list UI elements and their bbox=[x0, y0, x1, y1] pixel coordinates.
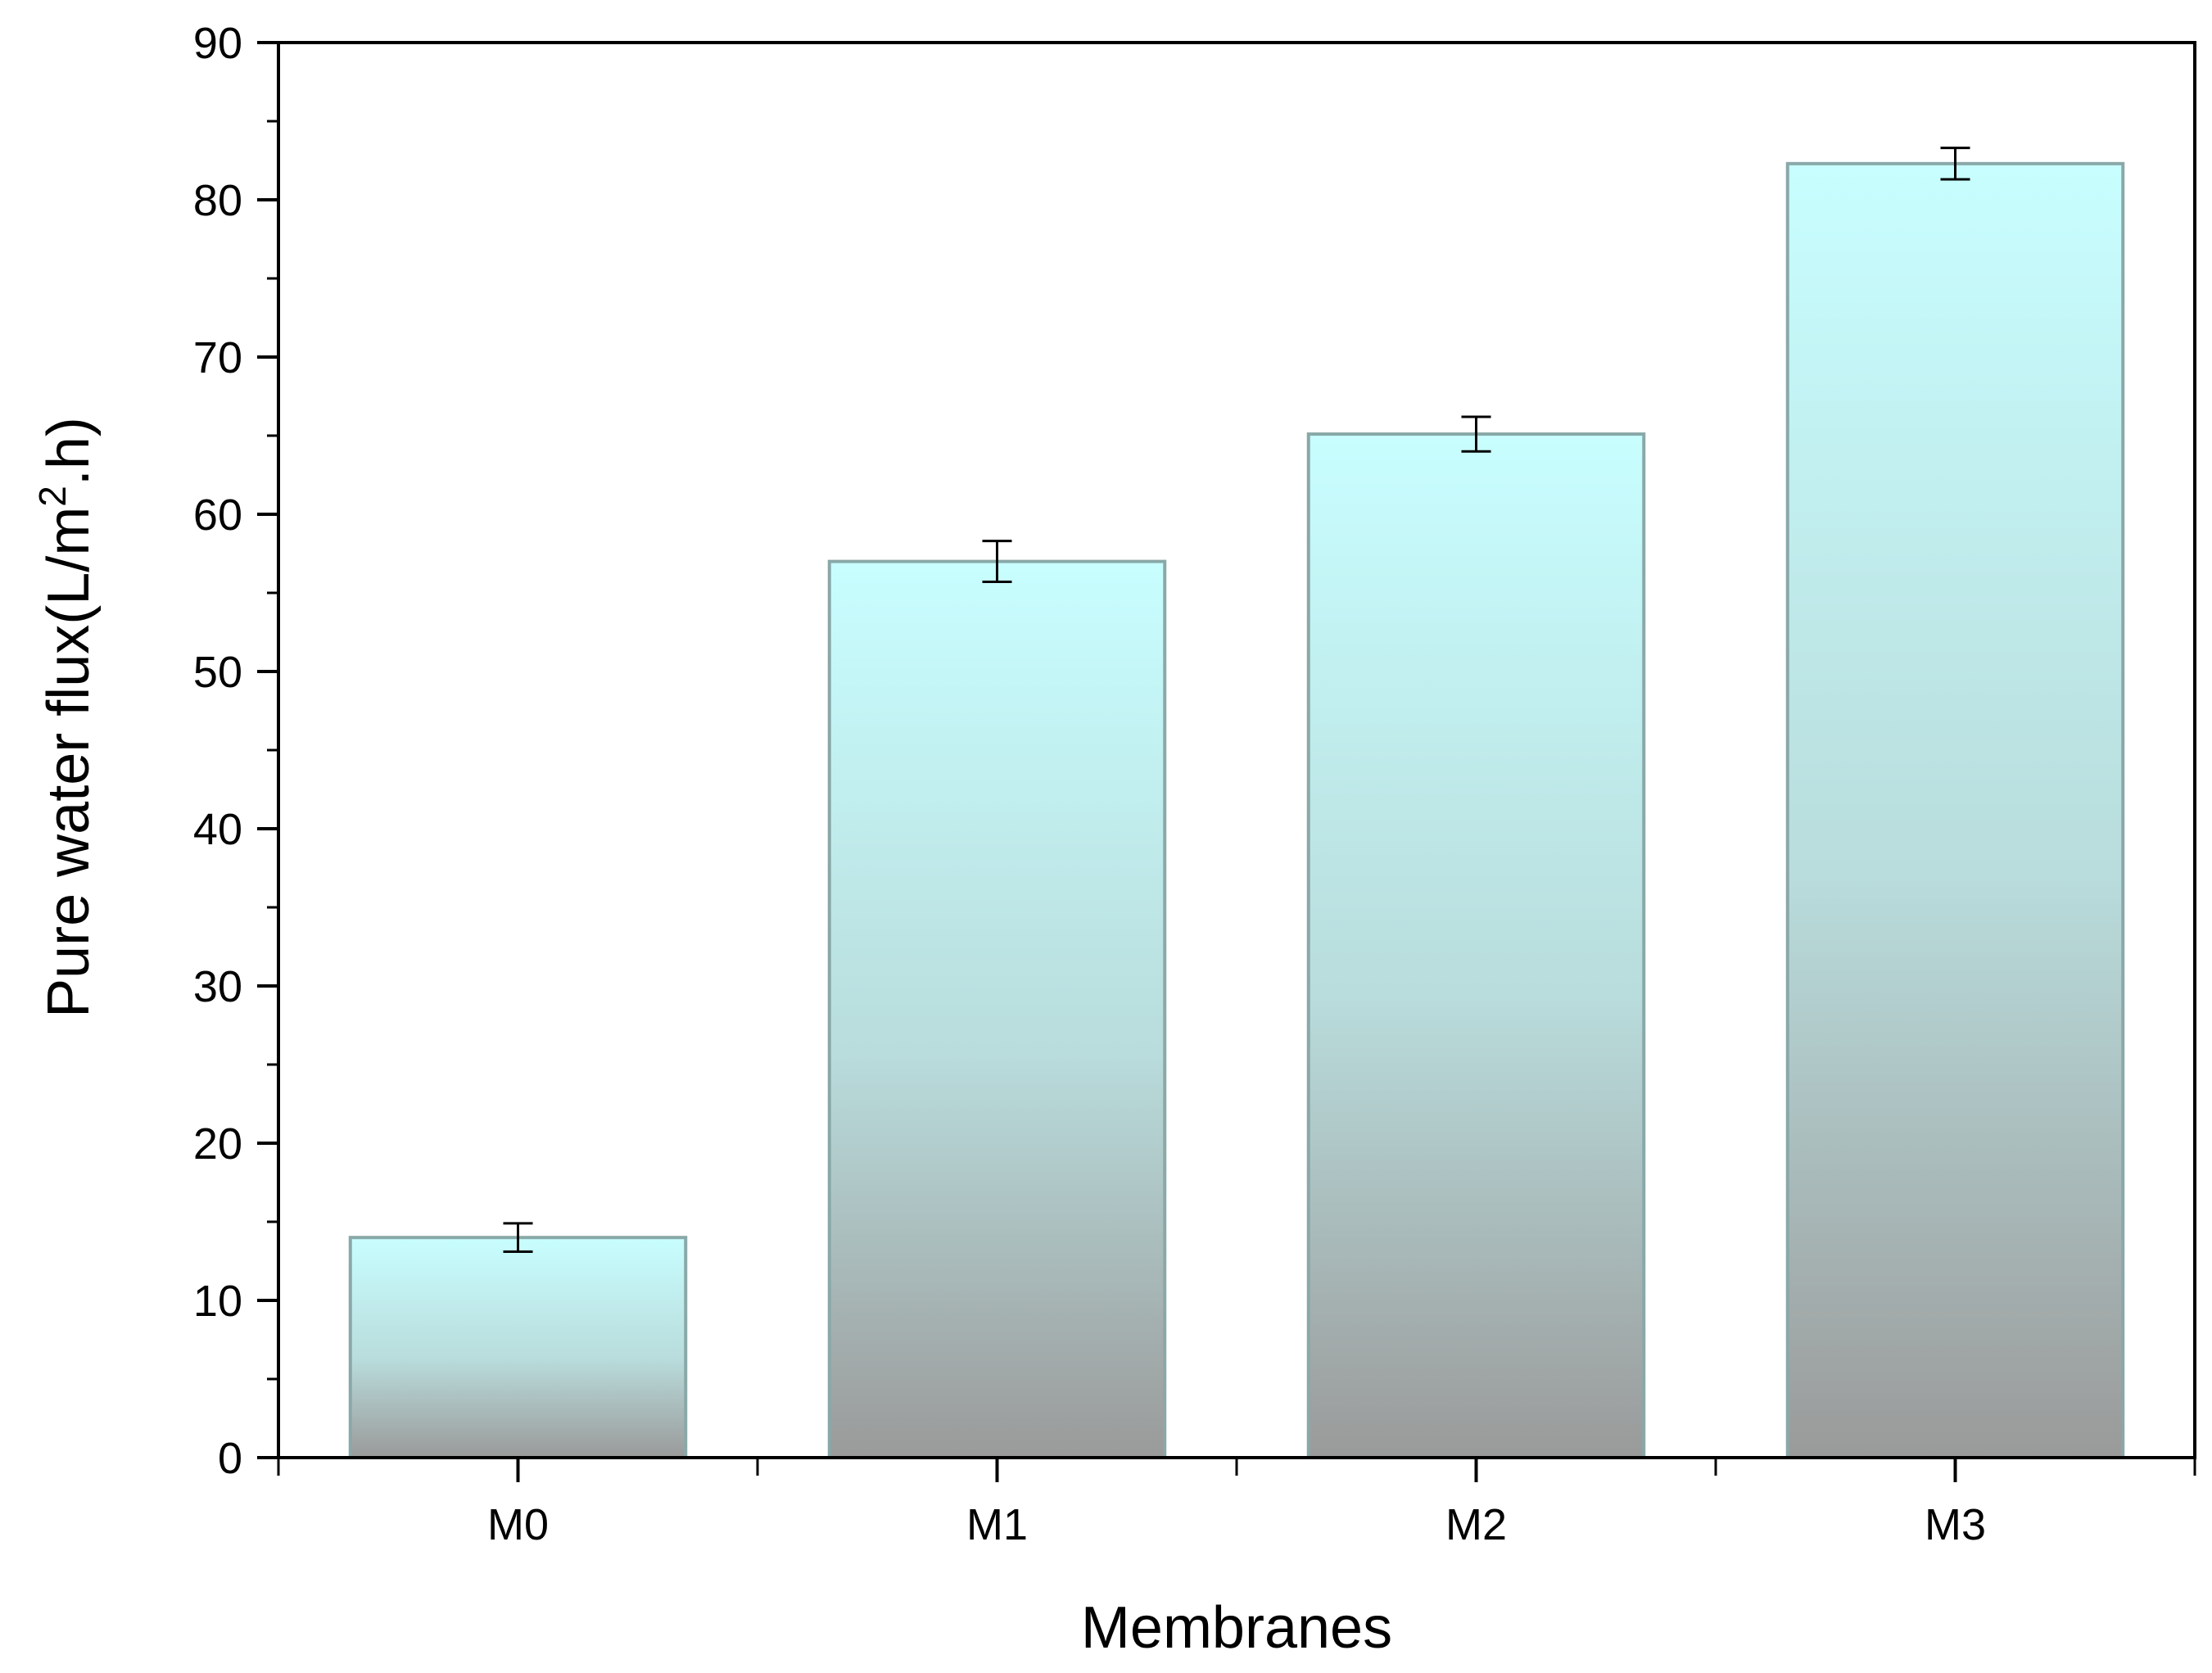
y-tick-label: 80 bbox=[193, 176, 242, 225]
x-tick-label: M0 bbox=[487, 1500, 549, 1549]
y-tick-label: 10 bbox=[193, 1277, 242, 1326]
error-bar-M2 bbox=[1461, 415, 1491, 453]
y-tick-label: 60 bbox=[193, 491, 242, 540]
x-axis-title: Membranes bbox=[1081, 1595, 1392, 1661]
bar-M0 bbox=[348, 1236, 688, 1459]
x-tick-label: M2 bbox=[1445, 1500, 1507, 1549]
y-tick-label: 50 bbox=[193, 648, 242, 697]
error-bar-M3 bbox=[1940, 147, 1970, 181]
y-tick-label: 20 bbox=[193, 1119, 242, 1169]
y-tick-label: 0 bbox=[218, 1434, 242, 1483]
error-bar-M1 bbox=[982, 540, 1012, 584]
y-tick-label: 30 bbox=[193, 962, 242, 1011]
x-tick-label: M1 bbox=[966, 1500, 1028, 1549]
error-bar-M0 bbox=[503, 1222, 533, 1253]
bars-layer bbox=[348, 161, 2125, 1460]
y-tick-label: 90 bbox=[193, 19, 242, 68]
x-tick-label: M3 bbox=[1925, 1500, 1986, 1549]
y-axis-title-superscript: 2 bbox=[31, 486, 74, 507]
y-axis: 0 10 20 30 40 50 60 70 80 90 bbox=[193, 19, 278, 1483]
bar-M3 bbox=[1785, 161, 2125, 1460]
y-axis-title-suffix: .h) bbox=[36, 417, 102, 486]
error-bars-layer bbox=[503, 147, 1970, 1253]
bar-M1 bbox=[827, 559, 1167, 1459]
bar-M2 bbox=[1306, 432, 1646, 1460]
y-tick-label: 70 bbox=[193, 333, 242, 382]
y-tick-label: 40 bbox=[193, 805, 242, 854]
y-axis-title-prefix: Pure water flux(L/m bbox=[36, 507, 102, 1018]
x-axis: M0 M1 M2 M3 bbox=[277, 1458, 2196, 1549]
y-axis-title: Pure water flux(L/m2.h) bbox=[31, 417, 102, 1018]
